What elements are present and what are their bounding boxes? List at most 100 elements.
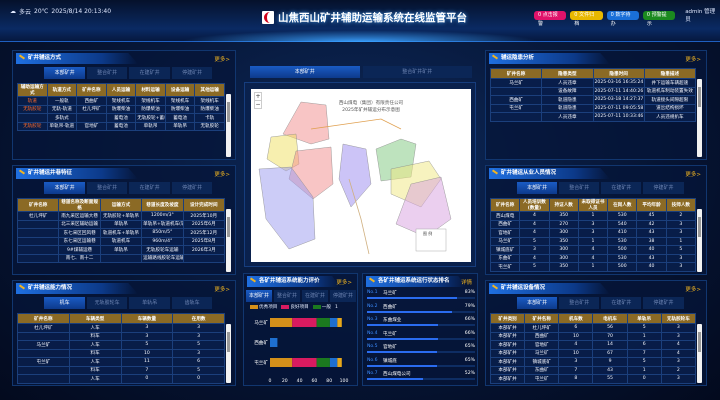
column-header[interactable]: 机车数 [558, 313, 594, 324]
more-link[interactable]: 更多> [685, 57, 701, 63]
table-row[interactable]: 设备故障 2025-07-11 14:40:26 轨道机车制动装置失效 [489, 86, 697, 96]
tab-0[interactable]: 机车 [44, 297, 85, 309]
column-header[interactable]: 隐患描述 [643, 68, 697, 79]
table-row[interactable]: 东七采区运输巷 轨道机车 960m/4° 2025年8月 [16, 236, 226, 246]
table-row[interactable]: 东七采区回风巷 轨道机车+单轨吊 850m/5° 2025年12月 [16, 228, 226, 238]
table-row[interactable]: 屯兰矿 人车 11 6 [17, 357, 225, 367]
table-row[interactable]: 镇城底矿 3 300 4 500 40 5 [489, 245, 697, 255]
table-row[interactable]: 马兰矿 5 350 1 530 38 1 [489, 236, 697, 246]
more-link[interactable]: 详情 [460, 280, 472, 286]
scrollbar[interactable] [697, 79, 702, 157]
column-header[interactable]: 未取得证书人员 [577, 198, 609, 212]
more-link[interactable]: 更多> [214, 287, 230, 293]
todo-badge[interactable]: 0 数字待办 [606, 10, 639, 27]
tab-1[interactable]: 整合矿井 [559, 297, 600, 309]
scrollbar-thumb[interactable] [227, 102, 230, 122]
tab-0[interactable]: 本部矿井 [44, 67, 85, 79]
column-header[interactable]: 技师人数 [665, 198, 697, 212]
column-header[interactable]: 矿井名称 [489, 198, 521, 212]
tab-3[interactable]: 停建矿井 [643, 297, 684, 309]
tab-2[interactable]: 在建矿井 [601, 297, 642, 309]
column-header[interactable]: 设备运输 [164, 83, 196, 97]
scrollbar-thumb[interactable] [698, 87, 701, 107]
tab-1[interactable]: 无轨胶轮车 [86, 297, 128, 309]
tab-3[interactable]: 齿轨车 [171, 297, 213, 309]
tab-3[interactable]: 停建矿井 [643, 182, 684, 194]
mine-map[interactable]: + − 西山煤电（集团）有限责任公司 2025年矿井辅运分布示意图 图 例 [251, 89, 471, 262]
tab-2[interactable]: 单轨吊 [129, 297, 170, 309]
table-row[interactable]: 屯兰矿 轨道隐患 2025-07-11 09:05:58 道岔结构损坏 [489, 103, 697, 113]
tab-0[interactable]: 本部矿井 [517, 297, 558, 309]
rank-item[interactable]: No.3 东曲煤业 66% [367, 317, 475, 330]
table-row[interactable]: 马兰矿 人车 5 5 [17, 340, 225, 350]
column-header[interactable]: 设计完成时间 [182, 198, 226, 212]
more-link[interactable]: 更多> [336, 280, 352, 286]
table-row[interactable]: 料车 10 3 [17, 348, 225, 358]
table-row[interactable]: 无轨胶轮 单轨吊-轨道 官地矿 蓄电池 单轨吊 单轨吊 无轨胶轮 [17, 121, 225, 131]
table-row[interactable]: 本部矿井 官地矿 4 14 6 4 [489, 340, 697, 350]
column-header[interactable]: 矿井名称 [76, 83, 107, 97]
tab-1[interactable]: 整合矿井 [86, 67, 128, 79]
table-row[interactable]: 本部矿井 东曲矿 7 43 1 2 [489, 365, 697, 375]
table-row[interactable]: 无轨胶轮 无轨-轨道 杜儿坪矿 防爆柴油 防爆柴油 防爆柴油 防爆柴油 [17, 104, 225, 114]
tab-1[interactable]: 整合矿井 [86, 182, 128, 194]
tab-2[interactable]: 在建矿井 [129, 182, 170, 194]
tab-2[interactable]: 在建矿井 [129, 67, 170, 79]
warning-badge[interactable]: 0 预警提示 [642, 10, 676, 27]
column-header[interactable]: 其他运输 [194, 83, 225, 97]
table-row[interactable]: 马兰矿 人员违章 2025-03-16 16:35:24 井下运输车辆超速 [489, 78, 697, 88]
zoom-in-button[interactable]: + [255, 93, 261, 100]
table-row[interactable]: 轨道 一般轨 西曲矿 架线机车 架线机车 架线机车 架线机车 [17, 96, 225, 106]
scrollbar[interactable] [226, 324, 231, 383]
column-header[interactable]: 车辆数量 [120, 313, 174, 324]
table-row[interactable]: 本部矿井 西曲矿 10 70 1 3 [489, 331, 697, 341]
column-header[interactable]: 材料运输 [135, 83, 166, 97]
user-menu[interactable]: admin 管理员 [685, 9, 716, 23]
more-link[interactable]: 更多> [214, 57, 230, 63]
scrollbar-thumb[interactable] [698, 332, 701, 352]
table-row[interactable]: 9#煤辅运巷 单轨吊 无轨胶轮车运输 2026年3月 [16, 245, 226, 255]
tab-3[interactable]: 停建矿井 [171, 182, 213, 194]
rank-item[interactable]: No.6 镇城底 65% [367, 358, 475, 371]
column-header[interactable]: 矿井名称 [17, 313, 70, 324]
rank-item[interactable]: No.1 马兰矿 83% [367, 290, 475, 303]
column-header[interactable]: 隐患时间 [592, 68, 645, 79]
table-row[interactable]: 西曲矿 轨道隐患 2025-03-18 14:27:37 轨道接头间隙超限 [489, 95, 697, 105]
tab-building[interactable]: 在建矿井 [302, 290, 328, 302]
tab-3[interactable]: 停建矿井 [171, 67, 213, 79]
tab-2[interactable]: 在建矿井 [601, 182, 642, 194]
column-header[interactable]: 运输方式 [99, 198, 143, 212]
column-header[interactable]: 轨道方式 [46, 83, 78, 97]
alarm-badge[interactable]: 0 点击报警 [534, 10, 567, 27]
scrollbar[interactable] [226, 94, 231, 157]
table-row[interactable]: 西山煤电 4 350 1 530 45 2 [489, 211, 697, 221]
rank-item[interactable]: No.2 西曲矿 79% [367, 304, 475, 317]
more-link[interactable]: 更多> [685, 287, 701, 293]
column-header[interactable]: 隐患类型 [541, 68, 594, 79]
tab-1[interactable]: 整合矿井 [559, 182, 600, 194]
column-header[interactable]: 矿井名称 [524, 313, 560, 324]
table-row[interactable]: 本部矿井 屯兰矿 8 55 0 3 [489, 374, 697, 384]
table-row[interactable]: 料车 3 3 [17, 331, 225, 341]
table-row[interactable]: 本部矿井 杜儿坪矿 6 56 5 3 [489, 323, 697, 333]
rank-item[interactable]: No.4 屯兰矿 66% [367, 331, 475, 344]
tab-0[interactable]: 本部矿井 [517, 182, 558, 194]
scrollbar-thumb[interactable] [698, 217, 701, 237]
column-header[interactable]: 巷道长度及坡度 [141, 198, 184, 212]
column-header[interactable]: 辅助运输方式 [17, 83, 48, 97]
tab-stopped[interactable]: 停建矿井 [330, 290, 356, 302]
table-row[interactable]: 杜儿坪矿 人车 3 3 [17, 323, 225, 333]
column-header[interactable]: 在用数 [172, 313, 225, 324]
column-header[interactable]: 平均年龄 [636, 198, 667, 212]
table-row[interactable]: 料车 7 5 [17, 365, 225, 375]
scrollbar[interactable] [697, 324, 702, 383]
rank-item[interactable]: No.5 官地矿 65% [367, 344, 475, 357]
column-header[interactable]: 矿井名称 [16, 198, 60, 212]
column-header[interactable]: 电机车 [592, 313, 628, 324]
table-row[interactable]: 官地矿 4 300 3 410 43 3 [489, 228, 697, 238]
table-row[interactable]: 西曲矿 4 270 3 540 42 3 [489, 219, 697, 229]
scrollbar[interactable] [697, 209, 702, 272]
archive-badge[interactable]: 0 文件归档 [570, 10, 603, 27]
